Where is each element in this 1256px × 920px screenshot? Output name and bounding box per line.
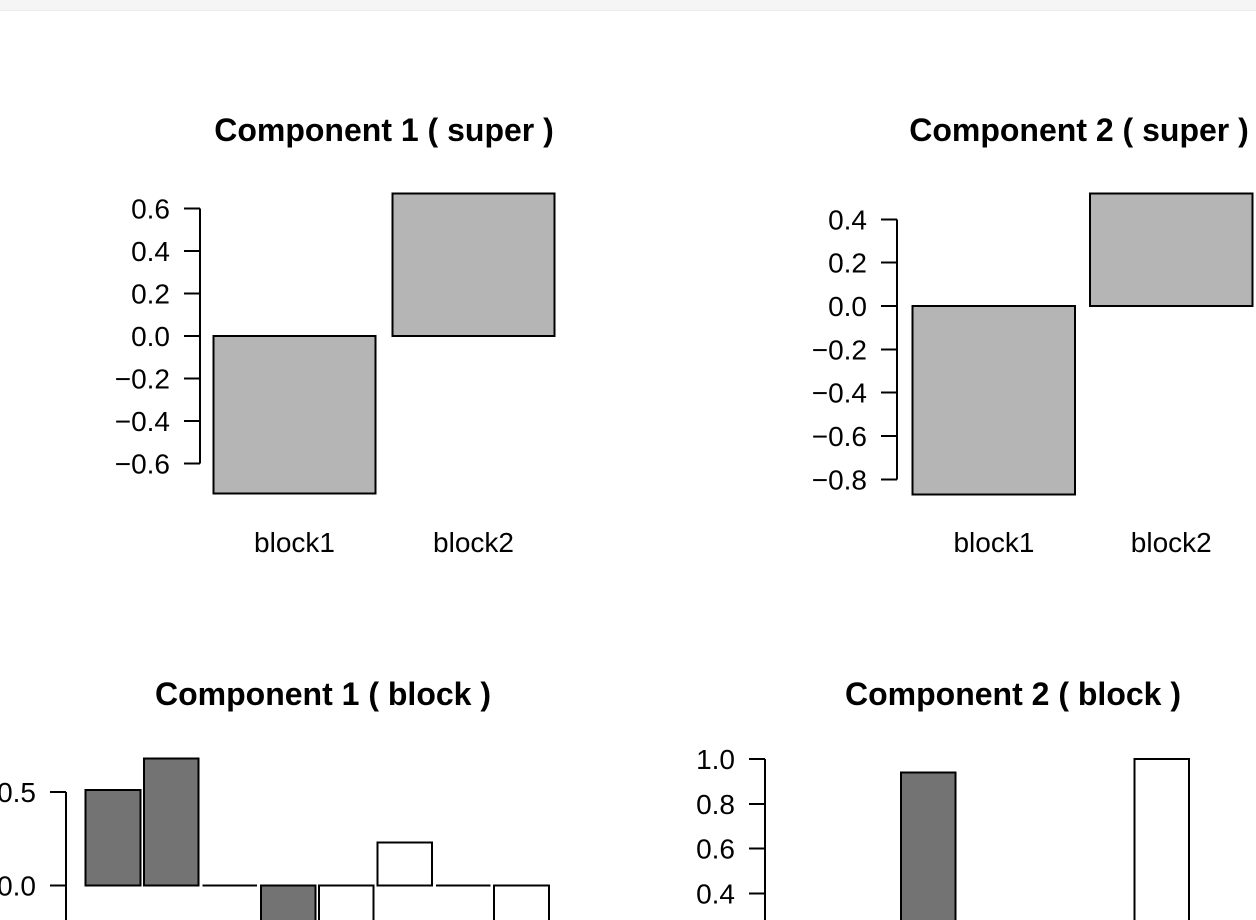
bar bbox=[84, 789, 142, 887]
y-axis-tick-label: −0.2 bbox=[115, 364, 170, 395]
y-axis-tick-label: 0.8 bbox=[696, 789, 735, 820]
y-axis-tick-label: 0.5 bbox=[0, 777, 36, 808]
bar bbox=[376, 841, 434, 887]
y-axis-tick-label: 0.4 bbox=[696, 878, 735, 909]
x-axis-label: block1 bbox=[953, 527, 1034, 558]
y-axis-tick-label: 0.6 bbox=[696, 834, 735, 865]
y-axis-tick-label: 1.0 bbox=[696, 744, 735, 775]
panel-component-2-super: 0.4 0.2 0.0 −0.2 −0.4 −0.6 −0.8 block1 block2 bbox=[812, 192, 1254, 558]
panel-title-component-2-super: Component 2 ( super ) bbox=[909, 112, 1249, 148]
bar bbox=[1089, 192, 1254, 307]
bar bbox=[143, 757, 200, 887]
window-top-strip bbox=[0, 0, 1256, 11]
y-axis-tick-label: 0.4 bbox=[828, 204, 867, 235]
y-axis-tick-label: 0.2 bbox=[131, 279, 170, 310]
bar bbox=[1133, 758, 1191, 920]
y-axis-tick-label: −0.2 bbox=[812, 334, 867, 365]
bar-cut-below bbox=[259, 884, 317, 920]
bar-cut-below bbox=[318, 884, 375, 920]
y-axis-tick-label: −0.4 bbox=[115, 406, 170, 437]
y-axis-tick-label: −0.6 bbox=[812, 421, 867, 452]
panel-component-1-super: 0.6 0.4 0.2 0.0 −0.2 −0.4 −0.6 block1 block2 bbox=[115, 192, 556, 558]
y-axis-tick-label: 0.0 bbox=[131, 321, 170, 352]
bar bbox=[391, 192, 556, 337]
panel-title-component-1-super: Component 1 ( super ) bbox=[214, 112, 554, 148]
bar bbox=[212, 335, 377, 495]
y-axis-tick-label: 0.4 bbox=[131, 236, 170, 267]
bar-cut-below bbox=[493, 884, 550, 920]
bar bbox=[900, 771, 957, 920]
y-axis-tick-label: 0.0 bbox=[828, 291, 867, 322]
y-axis-tick-label: −0.8 bbox=[812, 464, 867, 495]
x-axis-label: block2 bbox=[1131, 527, 1212, 558]
x-axis-label: block2 bbox=[433, 527, 514, 558]
y-axis-tick-label: 0.2 bbox=[828, 248, 867, 279]
panel-title-component-2-block: Component 2 ( block ) bbox=[845, 676, 1181, 712]
y-axis-tick-label: −0.4 bbox=[812, 378, 867, 409]
panel-component-2-block: 1.0 0.8 0.6 0.4 bbox=[696, 744, 1191, 920]
panel-component-1-block: 0.5 0.0 bbox=[0, 757, 550, 920]
y-axis-tick-label: 0.0 bbox=[0, 871, 36, 902]
bar bbox=[911, 305, 1077, 496]
panel-title-component-1-block: Component 1 ( block ) bbox=[155, 676, 491, 712]
x-axis-label: block1 bbox=[254, 527, 335, 558]
y-axis-tick-label: −0.6 bbox=[115, 449, 170, 480]
y-axis-tick-label: 0.6 bbox=[131, 194, 170, 225]
